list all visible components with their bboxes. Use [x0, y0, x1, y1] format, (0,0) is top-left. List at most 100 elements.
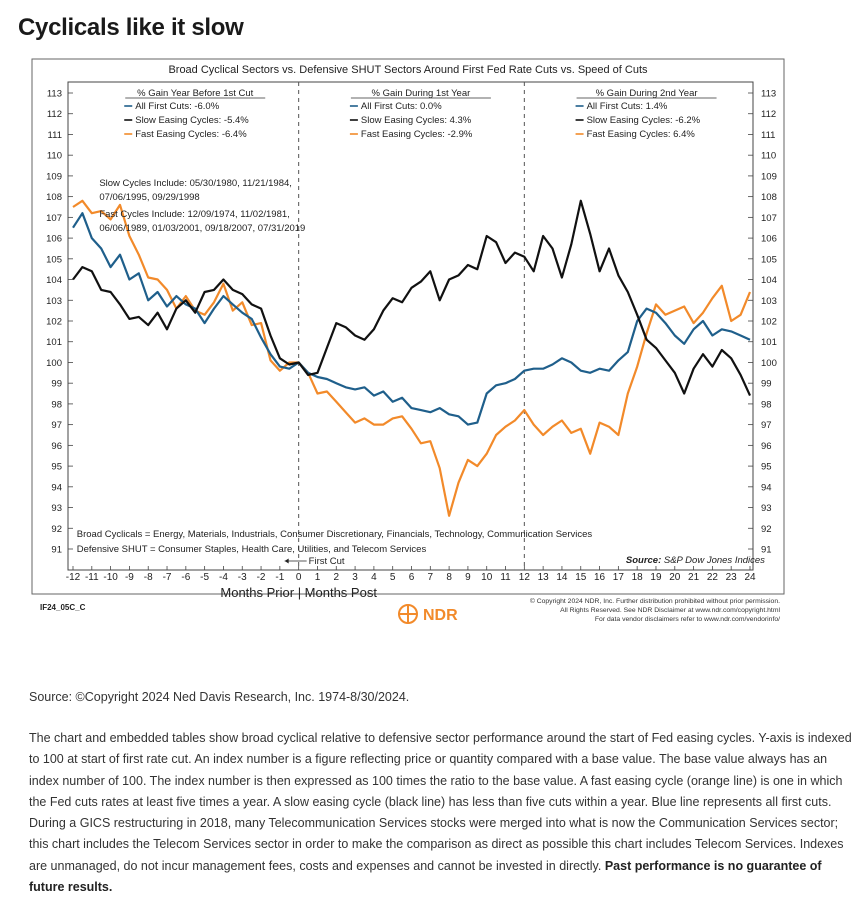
x-tick-label: -6: [181, 572, 190, 583]
source-value: S&P Dow Jones Indices: [661, 555, 765, 566]
first-cut-arrow-head: [284, 558, 289, 564]
y-tick-label-right: 105: [761, 254, 777, 265]
y-tick-label-right: 93: [761, 503, 772, 514]
x-tick-label: 19: [650, 572, 662, 583]
y-tick-label-left: 100: [46, 358, 62, 369]
y-tick-label-right: 97: [761, 420, 772, 431]
x-tick-label: -8: [144, 572, 153, 583]
x-tick-label: 6: [409, 572, 415, 583]
x-tick-label: 13: [538, 572, 550, 583]
y-tick-label-right: 100: [761, 358, 777, 369]
x-tick-label: 10: [481, 572, 493, 583]
table-row: All First Cuts: 1.4%: [587, 101, 668, 112]
x-tick-label: 8: [446, 572, 452, 583]
table-row: All First Cuts: -6.0%: [135, 101, 219, 112]
x-tick-label: 12: [519, 572, 531, 583]
source-note: Source: ©Copyright 2024 Ned Davis Resear…: [29, 690, 410, 704]
y-tick-label-right: 111: [761, 130, 775, 141]
performance-disclaimer: Past performance is no guarantee of futu…: [29, 858, 822, 895]
x-tick-label: 15: [575, 572, 587, 583]
series-line-all: [72, 212, 751, 426]
y-tick-label-left: 108: [46, 192, 62, 203]
ndr-logo-text: NDR: [423, 607, 458, 624]
x-tick-label: 23: [726, 572, 738, 583]
defensive-shut-note: Defensive SHUT = Consumer Staples, Healt…: [77, 544, 427, 555]
x-tick-label: 9: [465, 572, 471, 583]
ndr-logo: NDR: [398, 604, 458, 624]
y-tick-label-left: 113: [47, 89, 62, 100]
y-tick-label-right: 108: [761, 192, 777, 203]
y-tick-label-right: 112: [761, 109, 776, 120]
chart-figure: Broad Cyclical Sectors vs. Defensive SHU…: [28, 58, 788, 632]
page-title: Cyclicals like it slow: [18, 14, 244, 41]
y-tick-label-left: 95: [51, 462, 62, 473]
chart-code: IF24_05C_C: [40, 603, 86, 612]
table-row: Fast Easing Cycles: -2.9%: [361, 129, 473, 140]
copyright-line: For data vendor disclaimers refer to www…: [595, 616, 780, 623]
x-tick-label: -1: [275, 572, 284, 583]
table-header: % Gain During 1st Year: [372, 88, 471, 99]
y-tick-label-right: 95: [761, 462, 772, 473]
plot-area-border: [67, 81, 754, 571]
y-tick-label-left: 106: [46, 234, 62, 245]
y-tick-label-left: 92: [51, 524, 62, 535]
y-tick-label-right: 94: [761, 482, 772, 493]
y-tick-label-right: 96: [761, 441, 772, 452]
table-header: % Gain During 2nd Year: [596, 88, 698, 99]
y-tick-label-right: 99: [761, 379, 772, 390]
x-tick-label: -3: [238, 572, 247, 583]
copyright-line: © Copyright 2024 NDR, Inc. Further distr…: [530, 597, 780, 605]
y-tick-label-left: 91: [51, 545, 62, 556]
y-tick-label-right: 102: [761, 317, 777, 328]
y-tick-label-left: 112: [47, 109, 62, 120]
x-tick-label: 24: [744, 572, 756, 583]
fast-cycles-note: 06/06/1989, 01/03/2001, 09/18/2007, 07/3…: [99, 223, 305, 234]
y-tick-label-right: 110: [761, 151, 776, 162]
y-tick-label-left: 103: [46, 296, 62, 307]
y-tick-label-left: 97: [51, 420, 62, 431]
x-tick-label: -12: [66, 572, 81, 583]
x-tick-label: -2: [257, 572, 266, 583]
slow-cycles-note: Slow Cycles Include: 05/30/1980, 11/21/1…: [99, 178, 292, 189]
y-tick-label-left: 104: [46, 275, 62, 286]
chart-title: Broad Cyclical Sectors vs. Defensive SHU…: [168, 64, 648, 76]
first-cut-label: First Cut: [309, 556, 345, 567]
x-tick-label: 17: [613, 572, 625, 583]
x-tick-label: 21: [688, 572, 700, 583]
x-tick-label: 18: [632, 572, 644, 583]
table-row: Fast Easing Cycles: 6.4%: [587, 129, 696, 140]
copyright-line: All Rights Reserved. See NDR Disclaimer …: [560, 607, 780, 614]
y-tick-label-right: 101: [761, 337, 777, 348]
y-tick-label-left: 111: [48, 130, 62, 141]
x-tick-label: 14: [556, 572, 568, 583]
table-row: Slow Easing Cycles: 4.3%: [361, 115, 472, 126]
y-tick-label-right: 91: [761, 545, 772, 556]
x-tick-label: 16: [594, 572, 606, 583]
table-row: Fast Easing Cycles: -6.4%: [135, 129, 247, 140]
y-tick-label-right: 109: [761, 171, 777, 182]
x-tick-label: 1: [315, 572, 321, 583]
x-tick-label: 5: [390, 572, 396, 583]
series-line-slow: [72, 199, 752, 397]
y-tick-label-left: 101: [46, 337, 62, 348]
y-tick-label-right: 106: [761, 234, 777, 245]
table-header: % Gain Year Before 1st Cut: [137, 88, 254, 99]
fast-cycles-note: Fast Cycles Include: 12/09/1974, 11/02/1…: [99, 209, 289, 220]
y-tick-label-left: 105: [46, 254, 62, 265]
y-tick-label-left: 102: [46, 317, 62, 328]
y-tick-label-left: 96: [51, 441, 62, 452]
y-tick-label-left: 93: [51, 503, 62, 514]
y-tick-label-left: 98: [51, 399, 62, 410]
broad-cyclicals-note: Broad Cyclicals = Energy, Materials, Ind…: [77, 529, 593, 540]
x-tick-label: 2: [333, 572, 339, 583]
y-tick-label-right: 98: [761, 399, 772, 410]
x-tick-label: 20: [669, 572, 681, 583]
table-row: Slow Easing Cycles: -5.4%: [135, 115, 249, 126]
x-tick-label: 4: [371, 572, 377, 583]
x-tick-label: -9: [125, 572, 134, 583]
x-tick-label: 22: [707, 572, 719, 583]
source-annotation: Source: S&P Dow Jones Indices: [626, 555, 765, 566]
description-text: The chart and embedded tables show broad…: [29, 731, 852, 873]
y-tick-label-left: 94: [51, 482, 62, 493]
x-tick-label: -10: [103, 572, 118, 583]
